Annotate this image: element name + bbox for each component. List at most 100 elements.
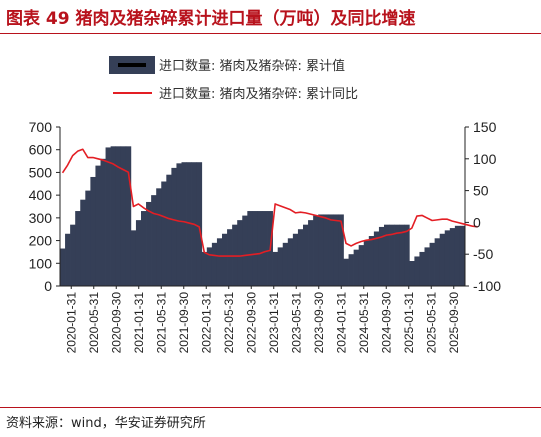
bar — [75, 211, 81, 286]
x-tick-label: 2020-05-31 — [87, 292, 101, 354]
x-tick-label: 2025-05-31 — [424, 292, 438, 354]
bar — [424, 247, 430, 286]
bar — [287, 238, 294, 286]
x-tick-label: 2023-01-31 — [267, 292, 281, 354]
bar — [171, 167, 177, 286]
bar — [186, 162, 192, 286]
x-tick-label: 2024-05-31 — [357, 292, 371, 354]
legend-bar-label: 进口数量: 猪肉及猪杂碎: 累计值 — [159, 58, 345, 74]
bar — [358, 245, 365, 286]
bar — [211, 242, 218, 286]
bar — [247, 211, 253, 286]
left-tick-label: 200 — [29, 233, 53, 249]
bar — [394, 224, 400, 286]
bar — [216, 238, 223, 286]
bar — [110, 146, 117, 286]
bar — [120, 146, 127, 286]
bar — [313, 215, 319, 286]
x-tick-label: 2024-01-31 — [334, 292, 348, 354]
bar — [222, 233, 228, 286]
left-tick-label: 0 — [44, 278, 52, 294]
bar — [206, 247, 213, 286]
line-series — [61, 148, 478, 257]
bar — [363, 240, 370, 286]
bar — [429, 242, 435, 286]
bar — [161, 181, 167, 286]
line-path — [61, 148, 478, 257]
left-tick-label: 100 — [29, 255, 53, 271]
x-axis-ticks: 2020-01-31 2020-05-31 2020-09-30 2021-01-31… — [64, 286, 461, 353]
bar — [242, 215, 248, 286]
bar — [176, 163, 182, 286]
chart: 进口数量: 猪肉及猪杂碎: 累计值 进口数量: 猪肉及猪杂碎: 累计同比 0 10… — [29, 56, 501, 353]
bar — [389, 224, 395, 286]
bar — [70, 224, 76, 286]
bar — [454, 225, 461, 286]
bar — [181, 162, 187, 286]
x-tick-label: 2021-05-31 — [154, 292, 168, 354]
right-tick-label: 50 — [473, 183, 489, 199]
bar — [333, 214, 339, 286]
bar — [384, 224, 390, 286]
title-divider — [0, 33, 541, 34]
right-tick-label: 150 — [473, 119, 497, 135]
left-tick-label: 300 — [29, 210, 53, 226]
bar — [444, 230, 451, 286]
bar — [277, 247, 284, 286]
source-divider — [0, 407, 541, 408]
bar — [141, 211, 147, 286]
bar — [156, 188, 162, 286]
bar — [252, 211, 258, 286]
bar — [262, 211, 268, 286]
bar — [419, 251, 425, 286]
bar — [348, 254, 354, 286]
right-tick-label: -50 — [473, 246, 493, 262]
bar — [125, 146, 132, 286]
legend: 进口数量: 猪肉及猪杂碎: 累计值 进口数量: 猪肉及猪杂碎: 累计同比 — [109, 56, 358, 102]
bar — [237, 220, 243, 286]
x-tick-label: 2022-09-30 — [244, 292, 258, 354]
source-note: 资料来源：wind，华安证券研究所 — [6, 416, 206, 431]
bar — [323, 214, 329, 286]
x-tick-label: 2025-09-30 — [447, 292, 461, 354]
bar — [378, 226, 385, 286]
bar — [404, 224, 410, 286]
bar — [282, 242, 289, 286]
bar — [328, 214, 334, 286]
bar — [297, 229, 304, 286]
bar — [409, 261, 415, 286]
bar — [65, 233, 71, 286]
x-tick-label: 2021-09-30 — [177, 292, 191, 354]
right-axis-ticks: -100 -50 0 50 100 150 — [465, 119, 501, 294]
bar — [130, 230, 137, 286]
bar — [115, 146, 122, 286]
left-tick-label: 700 — [29, 119, 53, 135]
bar — [373, 231, 380, 286]
legend-line-label: 进口数量: 猪肉及猪杂碎: 累计同比 — [159, 87, 358, 102]
bar — [257, 211, 263, 286]
bar — [95, 165, 101, 286]
bar — [399, 224, 405, 286]
bar — [151, 195, 157, 286]
bar — [338, 214, 344, 286]
x-tick-label: 2021-01-31 — [132, 292, 146, 354]
right-tick-label: 100 — [473, 151, 497, 167]
axes — [59, 127, 466, 287]
x-tick-label: 2025-01-31 — [402, 292, 416, 354]
left-tick-label: 500 — [29, 164, 53, 180]
bar — [201, 251, 208, 286]
bar — [434, 238, 441, 286]
x-tick-label: 2020-01-31 — [64, 292, 78, 354]
bar — [166, 174, 172, 286]
bar — [303, 224, 309, 286]
bar-series — [60, 146, 466, 286]
bar — [272, 251, 279, 286]
bar — [308, 220, 314, 286]
x-tick-label: 2022-01-31 — [199, 292, 213, 354]
x-tick-label: 2023-09-30 — [312, 292, 326, 354]
bar — [459, 225, 466, 286]
bar — [60, 248, 66, 286]
bar — [90, 176, 96, 286]
x-tick-label: 2023-05-31 — [289, 292, 303, 354]
bar — [85, 190, 91, 286]
